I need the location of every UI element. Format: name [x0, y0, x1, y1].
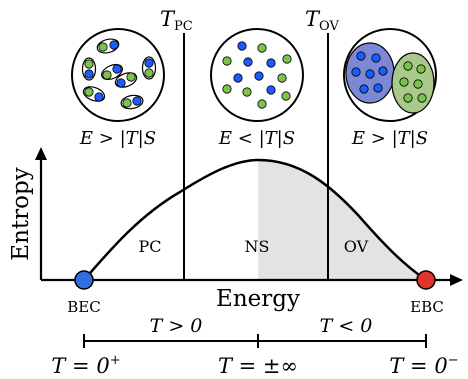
- ns-phase-illustration: [210, 28, 304, 122]
- region-label-ns: NS: [245, 237, 270, 256]
- t-ov-label: TOV: [305, 7, 339, 34]
- pc-phase-illustration: [71, 28, 165, 122]
- condition-label-mid: E < |T|S: [218, 128, 295, 149]
- y-axis-title: Entropy: [8, 167, 34, 260]
- region-label-pc: PC: [138, 237, 161, 256]
- x-axis-arrow: [450, 274, 463, 286]
- t-pc-label: TPC: [160, 7, 193, 34]
- t-zero-minus-label: T = 0−: [389, 353, 458, 378]
- bec-label: BEC: [67, 298, 100, 316]
- ov-phase-illustration: [343, 28, 437, 122]
- entropy-curve: [83, 158, 427, 282]
- y-axis-arrow: [35, 147, 47, 160]
- t-zero-plus-label: T = 0+: [51, 353, 120, 378]
- ebc-label: EBC: [410, 298, 444, 316]
- bec-dot: [74, 270, 94, 290]
- region-label-ov: OV: [344, 237, 369, 256]
- x-axis-title: Energy: [216, 286, 300, 312]
- negative-temperature-shade: [258, 160, 426, 280]
- t-infinity-label: T = ±∞: [218, 354, 298, 378]
- ebc-dot: [416, 270, 436, 290]
- t-negative-label: T < 0: [320, 315, 373, 337]
- condition-label-right: E > |T|S: [351, 128, 428, 149]
- condition-label-left: E > |T|S: [79, 128, 156, 149]
- t-positive-label: T > 0: [150, 315, 203, 337]
